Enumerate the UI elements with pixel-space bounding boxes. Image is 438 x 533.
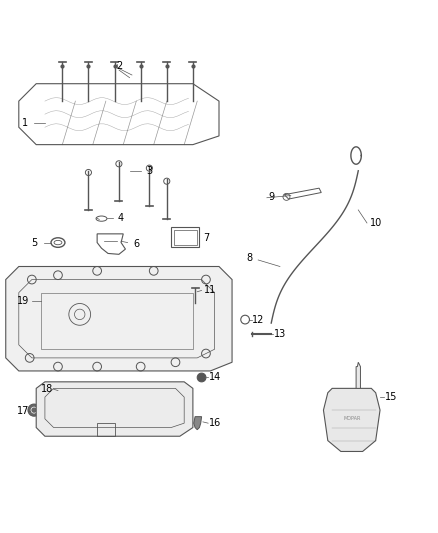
Circle shape [28,404,40,416]
Text: 13: 13 [274,329,286,339]
Text: 8: 8 [247,253,253,263]
Text: 17: 17 [17,406,29,416]
Text: 2: 2 [116,61,122,71]
Polygon shape [323,389,380,451]
Circle shape [197,373,206,382]
Text: 14: 14 [208,373,221,383]
Polygon shape [36,382,193,436]
Text: 19: 19 [17,296,29,306]
Text: 11: 11 [204,286,216,295]
Text: 7: 7 [203,233,209,243]
Text: 5: 5 [31,238,37,247]
Polygon shape [194,417,201,430]
Text: 16: 16 [208,418,221,428]
Text: 1: 1 [22,118,28,128]
Text: 18: 18 [41,384,53,394]
Text: MOPAR: MOPAR [343,416,360,421]
Text: 6: 6 [133,239,139,249]
Text: 12: 12 [252,314,265,325]
Text: 9: 9 [268,192,274,202]
Polygon shape [6,266,232,371]
Text: 4: 4 [118,213,124,223]
Text: 10: 10 [370,218,382,228]
Polygon shape [356,362,360,389]
Text: 15: 15 [385,392,397,402]
Text: 3: 3 [146,166,152,176]
